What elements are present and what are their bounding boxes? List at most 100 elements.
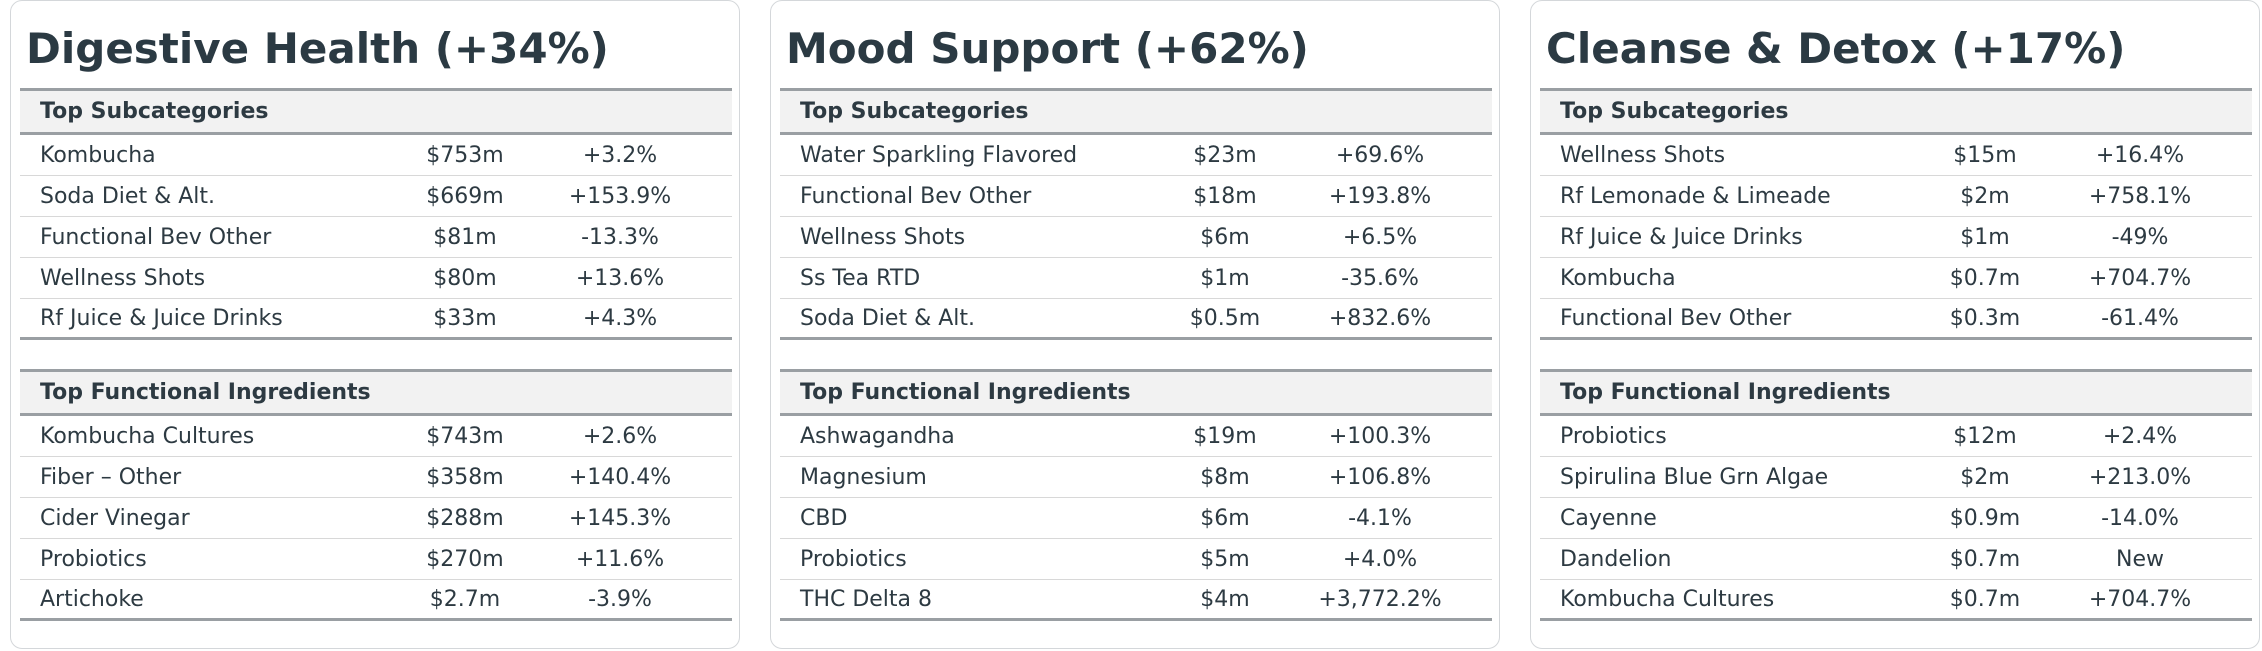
row-value: $19m — [1193, 423, 1257, 449]
row-name: Dandelion — [1560, 546, 1672, 572]
section-heading: Top Subcategories — [20, 88, 732, 135]
row-change: -13.3% — [581, 224, 659, 250]
row-change: +106.8% — [1328, 464, 1432, 490]
table-row: Artichoke $2.7m -3.9% — [20, 580, 732, 621]
row-name: Magnesium — [800, 464, 927, 490]
row-change: +100.3% — [1328, 423, 1432, 449]
row-name: CBD — [800, 505, 848, 531]
table-row: Cayenne $0.9m -14.0% — [1540, 498, 2252, 539]
table-row: Water Sparkling Flavored $23m +69.6% — [780, 135, 1492, 176]
row-value: $12m — [1953, 423, 2017, 449]
row-change: -4.1% — [1348, 505, 1412, 531]
row-value: $2m — [1960, 183, 2010, 209]
row-change: +704.7% — [2088, 586, 2192, 612]
category-card-mood-support: Mood Support (+62%) Top Subcategories Wa… — [770, 0, 1500, 649]
row-value: $15m — [1953, 142, 2017, 168]
table-row: Magnesium $8m +106.8% — [780, 457, 1492, 498]
table-row: Kombucha Cultures $0.7m +704.7% — [1540, 580, 2252, 621]
section-heading: Top Subcategories — [1540, 88, 2252, 135]
card-title: Mood Support (+62%) — [786, 24, 1309, 73]
row-value: $18m — [1193, 183, 1257, 209]
row-value: $743m — [426, 423, 504, 449]
row-value: $288m — [426, 505, 504, 531]
row-value: $81m — [433, 224, 497, 250]
row-change: +140.4% — [568, 464, 672, 490]
row-change: -14.0% — [2101, 505, 2179, 531]
top-subcategories-table: Top Subcategories Kombucha $753m +3.2% S… — [20, 88, 732, 340]
row-change: -49% — [2111, 224, 2169, 250]
category-card-cleanse-detox: Cleanse & Detox (+17%) Top Subcategories… — [1530, 0, 2260, 649]
row-value: $4m — [1200, 586, 1250, 612]
row-value: $270m — [426, 546, 504, 572]
table-row: Kombucha $753m +3.2% — [20, 135, 732, 176]
row-name: Rf Juice & Juice Drinks — [40, 305, 283, 331]
row-name: Soda Diet & Alt. — [40, 183, 216, 209]
card-title: Digestive Health (+34%) — [26, 24, 609, 73]
row-name: Wellness Shots — [800, 224, 966, 250]
section-heading: Top Functional Ingredients — [780, 369, 1492, 416]
row-value: $0.3m — [1949, 305, 2021, 331]
row-name: Wellness Shots — [1560, 142, 1726, 168]
row-name: Functional Bev Other — [40, 224, 272, 250]
row-name: Fiber – Other — [40, 464, 182, 490]
row-value: $23m — [1193, 142, 1257, 168]
section-heading: Top Subcategories — [780, 88, 1492, 135]
table-row: THC Delta 8 $4m +3,772.2% — [780, 580, 1492, 621]
row-value: $5m — [1200, 546, 1250, 572]
row-value: $1m — [1960, 224, 2010, 250]
row-name: Cayenne — [1560, 505, 1657, 531]
section-heading: Top Functional Ingredients — [20, 369, 732, 416]
table-row: Kombucha Cultures $743m +2.6% — [20, 416, 732, 457]
top-subcategories-table: Top Subcategories Wellness Shots $15m +1… — [1540, 88, 2252, 340]
row-value: $358m — [426, 464, 504, 490]
row-name: Functional Bev Other — [800, 183, 1032, 209]
row-name: Spirulina Blue Grn Algae — [1560, 464, 1829, 490]
table-row: Rf Juice & Juice Drinks $1m -49% — [1540, 217, 2252, 258]
row-name: Water Sparkling Flavored — [800, 142, 1078, 168]
table-row: Dandelion $0.7m New — [1540, 539, 2252, 580]
row-change: +2.6% — [582, 423, 658, 449]
table-row: Soda Diet & Alt. $669m +153.9% — [20, 176, 732, 217]
row-name: Artichoke — [40, 586, 144, 612]
row-change: +145.3% — [568, 505, 672, 531]
table-row: CBD $6m -4.1% — [780, 498, 1492, 539]
row-name: Rf Lemonade & Limeade — [1560, 183, 1831, 209]
row-change: +704.7% — [2088, 265, 2192, 291]
row-value: $1m — [1200, 265, 1250, 291]
table-row: Spirulina Blue Grn Algae $2m +213.0% — [1540, 457, 2252, 498]
row-value: $0.7m — [1949, 586, 2021, 612]
top-subcategories-table: Top Subcategories Water Sparkling Flavor… — [780, 88, 1492, 340]
table-row: Ashwagandha $19m +100.3% — [780, 416, 1492, 457]
table-row: Probiotics $270m +11.6% — [20, 539, 732, 580]
table-row: Functional Bev Other $0.3m -61.4% — [1540, 299, 2252, 340]
row-change: +193.8% — [1328, 183, 1432, 209]
row-change: +832.6% — [1328, 305, 1432, 331]
row-change: +2.4% — [2102, 423, 2178, 449]
row-value: $33m — [433, 305, 497, 331]
category-card-digestive-health: Digestive Health (+34%) Top Subcategorie… — [10, 0, 740, 649]
row-value: $0.9m — [1949, 505, 2021, 531]
row-change: +3,772.2% — [1318, 586, 1442, 612]
table-row: Wellness Shots $6m +6.5% — [780, 217, 1492, 258]
table-row: Kombucha $0.7m +704.7% — [1540, 258, 2252, 299]
row-value: $8m — [1200, 464, 1250, 490]
table-row: Functional Bev Other $18m +193.8% — [780, 176, 1492, 217]
row-name: Probiotics — [800, 546, 907, 572]
row-change: +3.2% — [582, 142, 658, 168]
row-value: $2.7m — [429, 586, 501, 612]
table-row: Rf Juice & Juice Drinks $33m +4.3% — [20, 299, 732, 340]
table-row: Functional Bev Other $81m -13.3% — [20, 217, 732, 258]
table-row: Cider Vinegar $288m +145.3% — [20, 498, 732, 539]
row-name: Kombucha Cultures — [1560, 586, 1775, 612]
row-name: Cider Vinegar — [40, 505, 190, 531]
row-name: Probiotics — [40, 546, 147, 572]
table-row: Rf Lemonade & Limeade $2m +758.1% — [1540, 176, 2252, 217]
row-change: +13.6% — [575, 265, 665, 291]
section-heading: Top Functional Ingredients — [1540, 369, 2252, 416]
row-change: -35.6% — [1341, 265, 1419, 291]
row-change: +69.6% — [1335, 142, 1425, 168]
row-change: +4.3% — [582, 305, 658, 331]
row-name: THC Delta 8 — [800, 586, 933, 612]
row-value: $6m — [1200, 224, 1250, 250]
row-value: $753m — [426, 142, 504, 168]
